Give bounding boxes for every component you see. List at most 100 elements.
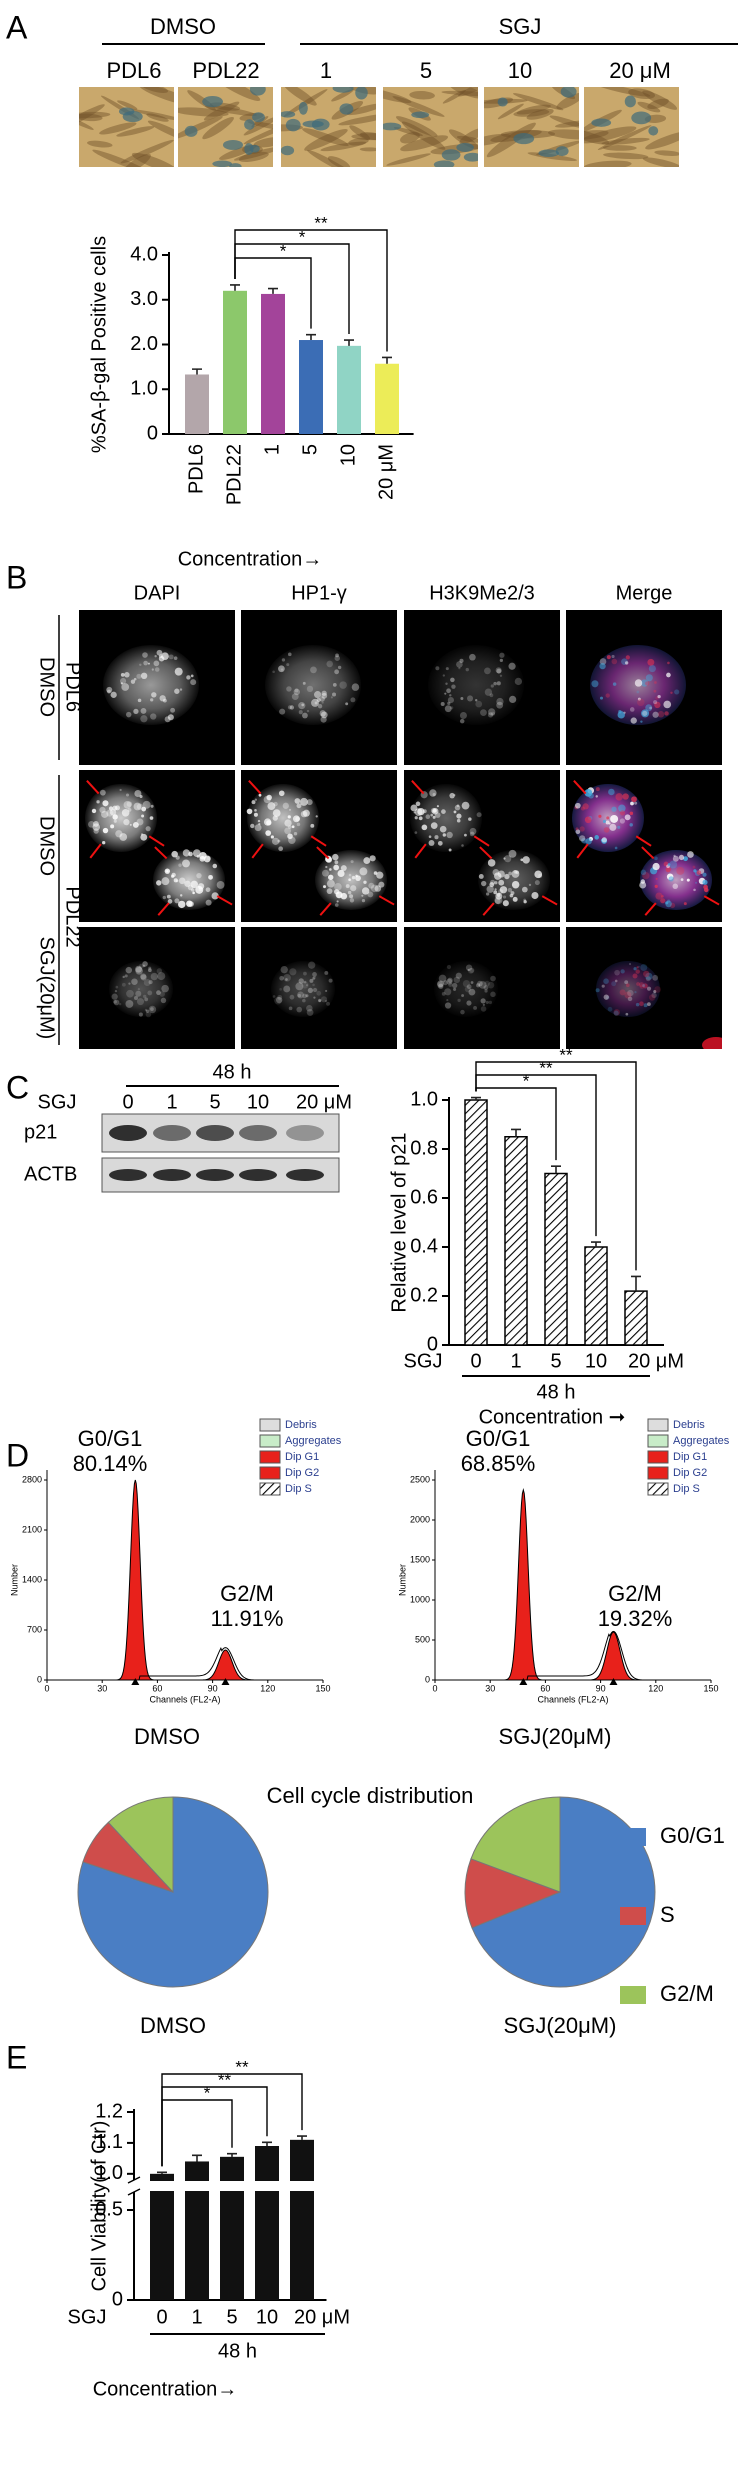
arrow	[148, 835, 165, 847]
y-tick-label: 1.2	[95, 2100, 123, 2122]
speckle	[133, 802, 142, 811]
speckle	[446, 831, 453, 839]
speckle	[96, 801, 100, 804]
speckle	[654, 986, 661, 993]
y-tick-label: 0.8	[410, 1137, 438, 1159]
y-tick-label: 3.0	[130, 288, 158, 310]
speckle	[310, 823, 315, 828]
speckle	[595, 988, 600, 993]
x-axis-label: Concentration ➞	[479, 1406, 626, 1428]
speckle	[135, 965, 142, 973]
speckle	[488, 1000, 493, 1005]
speckle	[603, 978, 609, 984]
speckle	[137, 698, 142, 703]
stain	[591, 118, 612, 127]
speckle	[130, 679, 136, 684]
speckle	[324, 971, 329, 975]
speckle	[495, 892, 503, 900]
x-tick-label: 10	[256, 2306, 278, 2328]
stain	[285, 118, 301, 132]
speckle	[442, 833, 446, 837]
speckle	[414, 816, 418, 820]
speckle	[456, 813, 462, 819]
speckle	[315, 815, 318, 818]
hist-y-tick-label: 500	[415, 1634, 430, 1644]
speckle	[490, 711, 496, 716]
speckle	[453, 810, 457, 814]
speckle	[327, 874, 334, 881]
cell-streak	[603, 152, 649, 160]
speckle	[161, 984, 169, 993]
blot-treatment: SGJ	[38, 1091, 77, 1113]
speckle	[178, 900, 186, 909]
speckle	[638, 982, 645, 988]
speckle	[254, 798, 258, 801]
speckle	[99, 806, 106, 814]
speckle	[348, 878, 351, 881]
cell-streak	[584, 130, 609, 140]
speckle	[199, 856, 206, 862]
hist-x-tick-label: 30	[97, 1683, 107, 1693]
speckle	[367, 891, 374, 898]
speckle	[655, 877, 658, 881]
speckle	[171, 874, 175, 878]
speckle	[623, 711, 626, 714]
speckle	[339, 681, 347, 689]
error-bar	[306, 333, 316, 341]
speckle	[211, 892, 219, 900]
speckle	[310, 666, 317, 674]
speckle	[279, 708, 286, 715]
speckle	[145, 826, 151, 832]
speckle	[272, 670, 275, 674]
speckle	[302, 993, 307, 999]
speckle	[434, 835, 439, 840]
speckle	[487, 712, 494, 718]
speckle	[601, 837, 607, 843]
speckle	[495, 667, 502, 674]
stain	[538, 149, 560, 158]
speckle	[145, 1009, 150, 1013]
cell-streak	[637, 101, 661, 113]
speckle	[601, 984, 605, 988]
speckle	[477, 980, 483, 987]
arrow	[248, 780, 262, 795]
speckle	[110, 824, 115, 829]
speckle	[173, 656, 178, 660]
speckle	[483, 985, 489, 991]
speckle	[284, 827, 292, 835]
stain	[411, 111, 430, 119]
panel-label: E	[6, 2039, 27, 2075]
stain	[355, 87, 368, 100]
speckle	[678, 854, 685, 861]
arrow	[641, 846, 655, 860]
speckle	[166, 870, 169, 873]
speckle	[111, 993, 118, 1000]
speckle	[617, 825, 621, 829]
speckle	[670, 691, 673, 694]
speckle	[457, 998, 461, 1003]
speckle	[109, 809, 117, 816]
cell-streak	[386, 153, 431, 166]
cell-streak	[597, 125, 652, 150]
hist-caption: DMSO	[134, 1724, 200, 1749]
blot-time: 48 h	[213, 1061, 252, 1083]
speckle	[454, 804, 461, 811]
speckle	[110, 691, 117, 698]
speckle	[507, 887, 513, 893]
speckle	[136, 803, 144, 810]
speckle	[319, 696, 325, 702]
speckle	[363, 880, 367, 884]
y-axis-label: %SA-β-gal Positive cells	[88, 236, 110, 453]
speckle	[466, 1000, 472, 1006]
y-tick-label: 0	[147, 422, 158, 444]
speckle	[608, 788, 615, 796]
speckle	[182, 849, 191, 857]
x-tick-label: 1	[261, 444, 283, 455]
cell-streak	[243, 120, 273, 145]
speckle	[466, 984, 472, 990]
speckle	[133, 996, 138, 1001]
cell-streak	[458, 87, 478, 97]
nucleus	[315, 850, 387, 910]
speckle	[288, 808, 291, 811]
error-bar	[227, 2152, 237, 2157]
